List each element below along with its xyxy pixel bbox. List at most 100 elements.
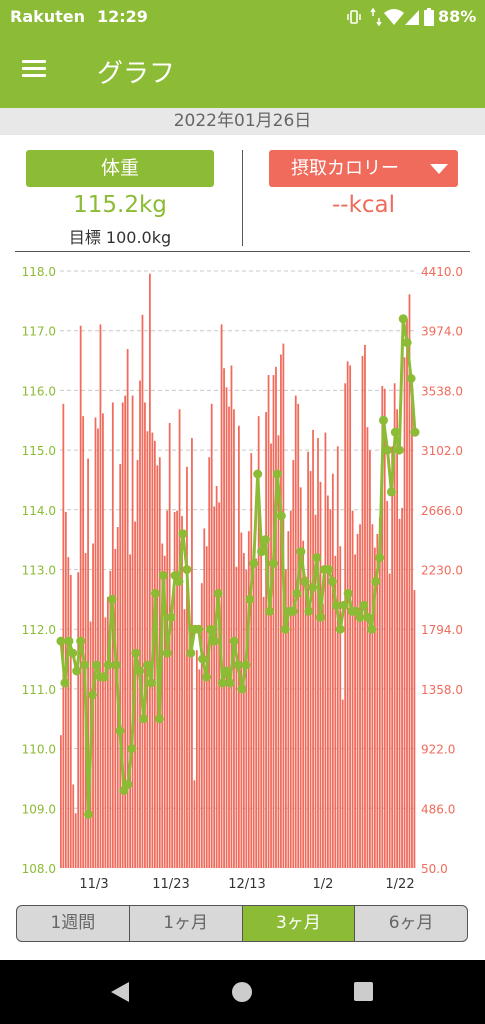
weight-point [272, 469, 282, 479]
calorie-bar [366, 427, 369, 868]
calorie-bar [376, 533, 379, 868]
weight-point [56, 636, 66, 646]
calorie-bar [356, 533, 359, 868]
calorie-bar [334, 555, 337, 868]
weight-point [406, 374, 416, 383]
weight-point [343, 588, 353, 598]
weight-point [394, 445, 404, 455]
weight-point [221, 666, 231, 676]
calorie-bar [341, 699, 344, 868]
left-axis-tick-label: 114.0 [22, 504, 56, 518]
recent-apps-icon[interactable] [354, 982, 373, 1001]
calorie-bar [208, 457, 211, 868]
weight-point [206, 624, 215, 634]
calorie-bar [72, 784, 75, 868]
calorie-bar [235, 566, 238, 868]
dropdown-caret-icon [430, 164, 448, 174]
calorie-bar [149, 273, 151, 868]
weight-point [367, 624, 377, 634]
system-nav-bar [0, 960, 485, 1024]
calorie-dropdown[interactable]: 摂取カロリー [269, 150, 458, 187]
tab-1-month[interactable]: 1ヶ月 [130, 906, 243, 941]
calorie-bar [240, 532, 243, 868]
weight-point [202, 672, 211, 682]
left-axis-tick-label: 116.0 [22, 384, 56, 398]
calorie-bar [336, 446, 339, 868]
calorie-bar [200, 583, 203, 868]
calorie-bar [406, 318, 408, 868]
date-label: 2022年01月26日 [0, 108, 485, 135]
right-axis-tick-label: 1794.0 [421, 623, 463, 637]
calorie-bar [67, 557, 70, 868]
calorie-bar [166, 510, 169, 868]
weight-point [143, 660, 152, 670]
weight-point [64, 636, 74, 646]
calorie-bar [193, 780, 196, 868]
calorie-bar [205, 546, 208, 868]
weight-point [312, 553, 322, 563]
weight-point [186, 648, 196, 658]
calorie-bar [401, 507, 403, 868]
calorie-bar [381, 386, 384, 868]
x-axis-tick-label: 11/3 [79, 877, 108, 892]
menu-icon[interactable] [22, 57, 52, 83]
calorie-bar [69, 574, 72, 868]
calorie-bar [94, 417, 97, 868]
calorie-bar [223, 368, 225, 868]
status-time: 12:29 [97, 7, 148, 26]
back-icon[interactable] [111, 982, 129, 1002]
calorie-bar [302, 540, 305, 868]
calorie-bar [215, 485, 218, 868]
tab-1-week[interactable]: 1週間 [17, 906, 130, 941]
weight-value: 115.2kg [73, 192, 167, 218]
calorie-bar [60, 735, 62, 868]
calorie-bar [265, 412, 267, 868]
weight-point [261, 535, 270, 545]
calorie-bar [396, 409, 398, 868]
weight-point [375, 553, 385, 563]
weight-point [383, 445, 392, 455]
right-axis-tick-label: 2230.0 [421, 564, 463, 578]
calorie-bar [322, 603, 324, 868]
calorie-bar [391, 446, 394, 868]
divider [15, 251, 470, 252]
calorie-bar [344, 383, 347, 868]
calorie-bar [267, 375, 270, 868]
weight-point [123, 779, 133, 789]
home-icon[interactable] [232, 982, 252, 1002]
weight-point [174, 576, 184, 586]
calorie-bar [398, 518, 401, 868]
calorie-bar [168, 422, 171, 868]
calorie-bar [411, 394, 413, 868]
calorie-bar [106, 596, 109, 868]
weight-point [331, 600, 341, 610]
tab-3-months[interactable]: 3ヶ月 [242, 906, 356, 941]
weight-point [194, 624, 204, 634]
calorie-bar [114, 548, 117, 868]
left-axis-tick-label: 111.0 [22, 683, 56, 697]
weight-button[interactable]: 体重 [26, 150, 214, 187]
weight-point [229, 636, 239, 646]
calorie-bar [131, 395, 134, 868]
weight-point [335, 624, 345, 634]
calorie-bar [225, 387, 228, 868]
calorie-bar [294, 395, 297, 868]
calorie-bar [144, 402, 146, 868]
calorie-bar [104, 617, 107, 868]
calorie-bar [388, 573, 391, 868]
weight-point [379, 415, 388, 425]
calorie-bar [314, 514, 317, 868]
calorie-bar [346, 361, 349, 868]
right-axis-tick-label: 3538.0 [421, 384, 463, 398]
calorie-bar [176, 510, 178, 868]
calorie-bar [260, 529, 263, 868]
calorie-bar [195, 650, 198, 868]
battery-percent: 88% [438, 7, 477, 26]
calorie-bar [331, 473, 334, 868]
calorie-bar [139, 380, 141, 868]
tab-6-months[interactable]: 6ヶ月 [388, 913, 434, 933]
weight-point [111, 660, 121, 670]
weight-point [292, 588, 302, 598]
divider [242, 150, 243, 246]
calorie-bar [163, 555, 166, 868]
